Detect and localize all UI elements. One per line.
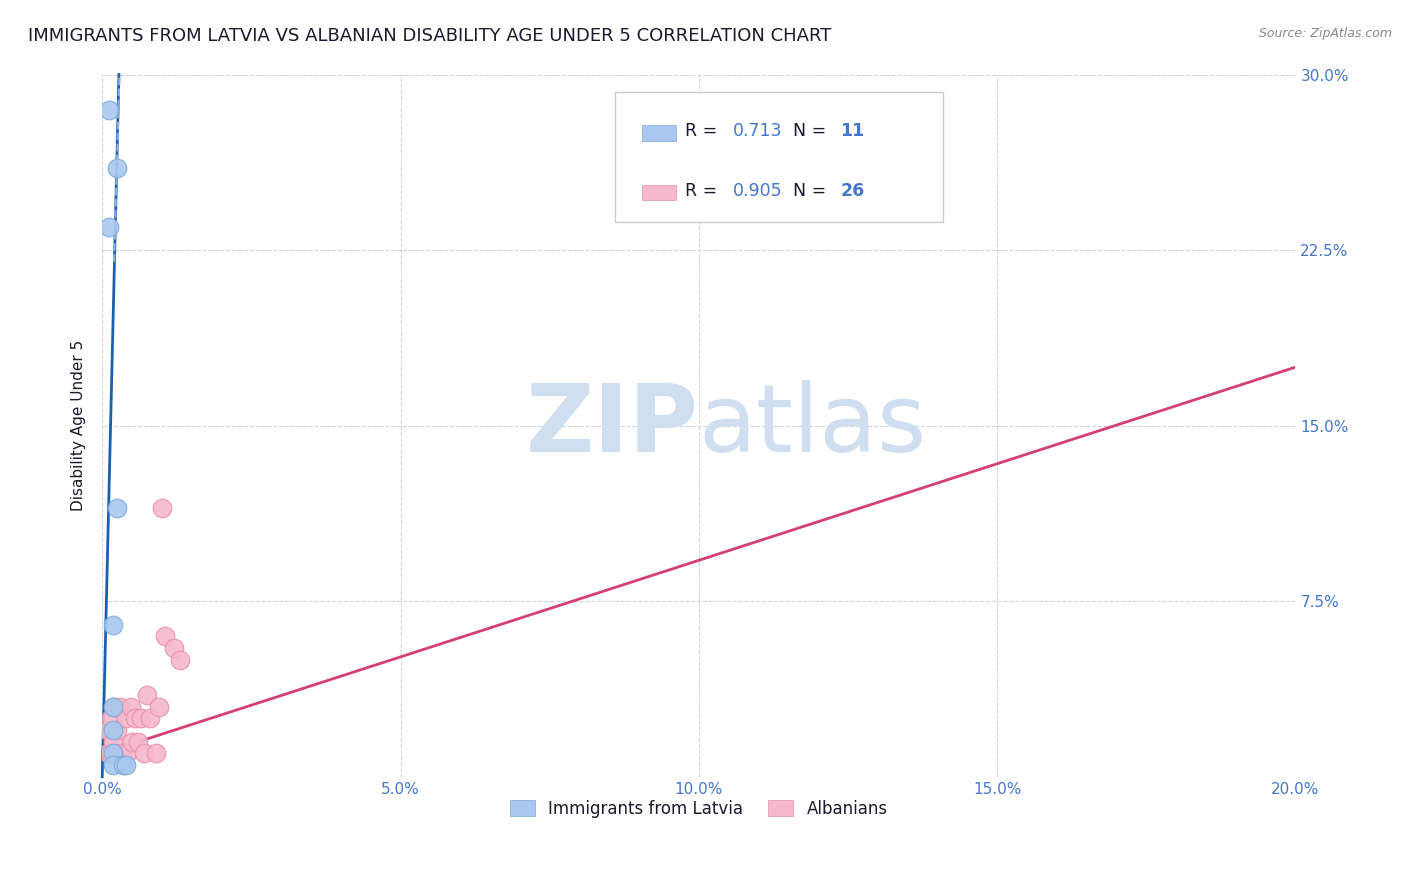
- Point: [139, 711, 162, 725]
- Point: [97, 747, 120, 761]
- Point: [127, 735, 149, 749]
- Point: [169, 653, 191, 667]
- Y-axis label: Disability Age Under 5: Disability Age Under 5: [72, 340, 86, 511]
- Text: R =: R =: [685, 182, 723, 200]
- Text: N =: N =: [793, 182, 831, 200]
- Point: [101, 699, 124, 714]
- Bar: [641, 185, 676, 200]
- Point: [145, 747, 167, 761]
- Point: [101, 747, 124, 761]
- Point: [105, 161, 128, 176]
- Point: [101, 617, 124, 632]
- Point: [108, 699, 131, 714]
- Point: [101, 735, 124, 749]
- Point: [100, 711, 122, 725]
- Point: [121, 735, 143, 749]
- Point: [115, 758, 138, 772]
- Point: [163, 641, 186, 656]
- Text: IMMIGRANTS FROM LATVIA VS ALBANIAN DISABILITY AGE UNDER 5 CORRELATION CHART: IMMIGRANTS FROM LATVIA VS ALBANIAN DISAB…: [28, 27, 831, 45]
- Point: [120, 699, 142, 714]
- Point: [101, 758, 124, 772]
- Point: [98, 103, 121, 117]
- Point: [148, 699, 170, 714]
- Point: [100, 747, 122, 761]
- Point: [101, 723, 124, 737]
- Point: [96, 723, 118, 737]
- Text: 11: 11: [841, 122, 865, 140]
- Point: [136, 688, 159, 702]
- Bar: [641, 125, 676, 141]
- Point: [105, 723, 128, 737]
- Point: [110, 747, 132, 761]
- Point: [153, 629, 176, 643]
- Text: 26: 26: [841, 182, 865, 200]
- Text: N =: N =: [793, 122, 831, 140]
- Point: [105, 500, 128, 515]
- Text: 0.905: 0.905: [733, 182, 783, 200]
- Text: atlas: atlas: [699, 380, 927, 472]
- Point: [112, 758, 135, 772]
- FancyBboxPatch shape: [616, 92, 943, 222]
- Text: ZIP: ZIP: [526, 380, 699, 472]
- Point: [124, 711, 146, 725]
- Point: [129, 711, 152, 725]
- Point: [150, 500, 173, 515]
- Point: [132, 747, 155, 761]
- Text: Source: ZipAtlas.com: Source: ZipAtlas.com: [1258, 27, 1392, 40]
- Point: [117, 747, 139, 761]
- Point: [115, 711, 138, 725]
- Point: [104, 747, 127, 761]
- Text: R =: R =: [685, 122, 723, 140]
- Text: 0.713: 0.713: [733, 122, 783, 140]
- Point: [98, 219, 121, 234]
- Legend: Immigrants from Latvia, Albanians: Immigrants from Latvia, Albanians: [503, 793, 894, 825]
- Point: [103, 699, 125, 714]
